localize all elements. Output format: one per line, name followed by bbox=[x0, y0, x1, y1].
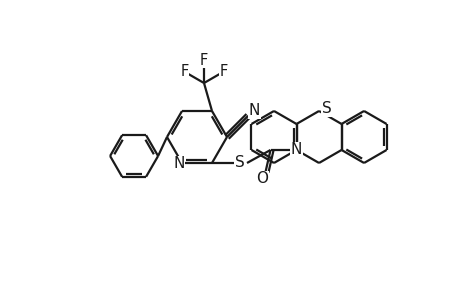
Text: O: O bbox=[256, 172, 268, 187]
Text: N: N bbox=[248, 103, 259, 118]
Text: S: S bbox=[235, 155, 244, 170]
Text: S: S bbox=[321, 101, 331, 116]
Text: F: F bbox=[200, 52, 207, 68]
Text: F: F bbox=[219, 64, 227, 79]
Text: F: F bbox=[180, 64, 188, 79]
Text: N: N bbox=[173, 157, 184, 172]
Text: N: N bbox=[290, 142, 302, 158]
